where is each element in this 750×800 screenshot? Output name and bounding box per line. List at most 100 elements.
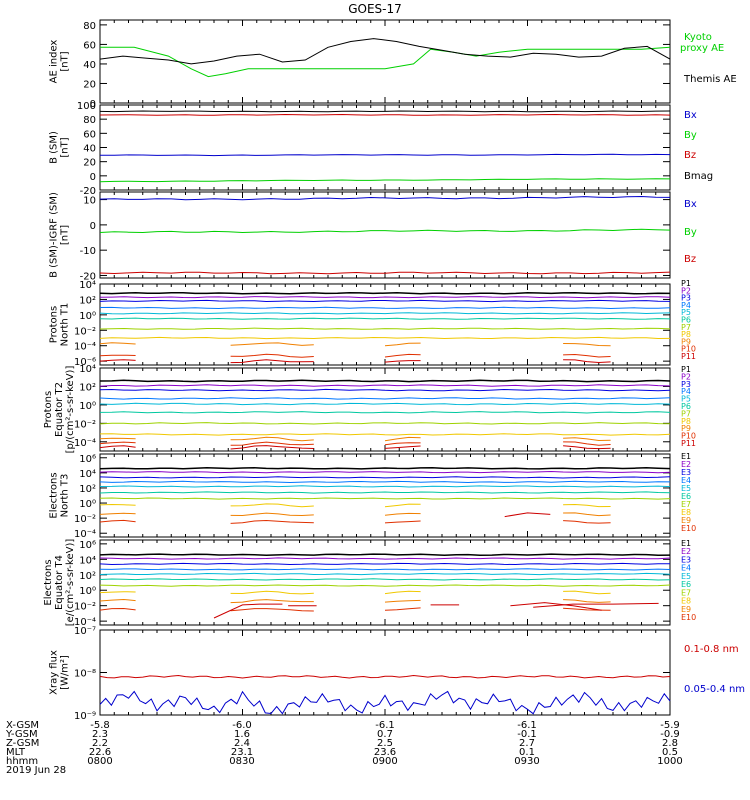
- legend-e1: E1: [681, 539, 691, 548]
- y-tick-label: 10⁻⁴: [74, 438, 96, 449]
- y-axis-label: [nT]: [60, 137, 71, 157]
- y-axis-label: [p/(cm²-s-sr-keV)]: [65, 366, 76, 454]
- y-axis-label: Equator T4: [54, 555, 65, 610]
- channel-p4: [99, 306, 671, 310]
- legend-p5: P5: [681, 308, 691, 317]
- y-axis-label: B (SM)-IGRF (SM): [49, 192, 60, 278]
- legend-0.05-0.4nm: 0.05-0.4 nm: [684, 684, 745, 695]
- channel-e10-segment: [99, 607, 136, 611]
- y-tick-label: -20: [80, 271, 96, 282]
- y-tick-label: 80: [83, 21, 96, 32]
- footer-value: 0800: [87, 756, 112, 767]
- channel-e9-segment: [384, 512, 421, 516]
- channel-e9-segment: [99, 598, 136, 602]
- channel-e4: [99, 568, 671, 571]
- y-tick-label: 10²: [79, 571, 96, 582]
- series-bmag: [99, 110, 671, 113]
- series-by: [99, 178, 671, 183]
- legend-e9: E9: [681, 605, 691, 614]
- electron-t4-spike-5: [533, 602, 659, 608]
- y-tick-label: 0: [90, 99, 96, 110]
- electron-t3-spike: [504, 512, 551, 518]
- y-tick-label: 10⁻²: [74, 602, 96, 613]
- legend-p3: P3: [681, 294, 691, 303]
- channel-e9-segment: [563, 512, 611, 517]
- y-tick-label: 10⁴: [79, 364, 96, 375]
- channel-e8-segment: [230, 590, 314, 595]
- channel-p10-segment: [230, 353, 314, 358]
- channel-p9-segment: [99, 342, 136, 345]
- y-tick-label: 10: [83, 196, 96, 207]
- series-bx: [100, 153, 671, 157]
- panel-frame: [99, 539, 671, 626]
- legend-p4: P4: [681, 301, 691, 310]
- channel-e8-segment: [384, 503, 421, 508]
- y-tick-label: 10⁰: [79, 499, 96, 510]
- legend-p6: P6: [681, 402, 691, 411]
- channel-e9-segment: [563, 599, 611, 603]
- channel-p10-segment: [563, 353, 611, 358]
- channel-e9-segment: [230, 599, 314, 604]
- legend-p6: P6: [681, 316, 691, 325]
- panel-3: [99, 191, 671, 279]
- panel-7: [99, 539, 671, 626]
- footer-value: -6.1: [517, 720, 537, 731]
- channel-p8: [99, 433, 671, 436]
- legend-bx: Bx: [684, 199, 697, 210]
- channel-p11-segment: [563, 445, 611, 450]
- channel-p9-segment: [230, 436, 314, 442]
- legend-p2: P2: [681, 286, 691, 295]
- legend-by: By: [684, 227, 697, 238]
- panel-frame: [99, 283, 671, 366]
- channel-p3: [99, 299, 671, 303]
- y-axis-label: [W/m²]: [60, 655, 71, 690]
- channel-p1: [99, 291, 671, 295]
- legend-p11: P11: [681, 439, 696, 448]
- y-axis-label: North T1: [60, 303, 71, 347]
- y-tick-label: 10²: [79, 295, 96, 306]
- y-tick-label: 10⁰: [79, 311, 96, 322]
- panel-4: [99, 283, 671, 366]
- channel-e7: [99, 584, 671, 587]
- channel-e8-segment: [563, 503, 611, 508]
- y-tick-label: 20: [83, 79, 96, 90]
- legend-e10: E10: [681, 613, 696, 622]
- y-axis-label: B (SM): [49, 131, 60, 164]
- channel-p11-segment: [563, 359, 611, 364]
- y-axis-label: Xray flux: [49, 650, 60, 695]
- channel-p11-segment: [99, 359, 136, 362]
- y-axis-label: Protons: [49, 306, 60, 343]
- y-tick-label: 10⁰: [79, 586, 96, 597]
- footer-value: 0.5: [662, 747, 678, 758]
- channel-p5: [99, 312, 671, 315]
- legend-p1: P1: [681, 365, 691, 374]
- legend-themis-ae: Themis AE: [683, 74, 737, 85]
- channel-e10-segment: [384, 607, 421, 611]
- footer-value: 23.1: [231, 747, 253, 758]
- y-tick-label: 10²: [79, 382, 96, 393]
- channel-p5: [99, 402, 671, 406]
- y-axis-label: Electrons: [43, 559, 54, 605]
- legend-p10: P10: [681, 432, 696, 441]
- legend-p7: P7: [681, 323, 691, 332]
- y-tick-label: 10⁶: [79, 454, 96, 465]
- legend-p8: P8: [681, 330, 691, 339]
- y-tick-label: 10⁻⁴: [74, 342, 96, 353]
- legend-e8: E8: [681, 508, 691, 517]
- legend-p10: P10: [681, 345, 696, 354]
- legend-kyoto: Kyoto: [684, 32, 712, 43]
- channel-p6: [99, 317, 671, 320]
- channel-p9-segment: [563, 437, 611, 442]
- footer-row-label: X-GSM: [6, 720, 39, 731]
- channel-e9-segment: [99, 512, 136, 515]
- channel-p11-segment: [384, 445, 421, 449]
- channel-p2: [99, 296, 671, 299]
- channel-p11-segment: [99, 445, 136, 449]
- legend-e8: E8: [681, 597, 691, 606]
- series-kyoto-proxy-ae: [100, 46, 671, 78]
- channel-e4: [99, 480, 671, 484]
- panel-frame: [99, 191, 671, 279]
- y-axis-label: AE index: [49, 40, 60, 84]
- footer-value: -6.0: [232, 720, 252, 731]
- channel-e1: [99, 466, 671, 470]
